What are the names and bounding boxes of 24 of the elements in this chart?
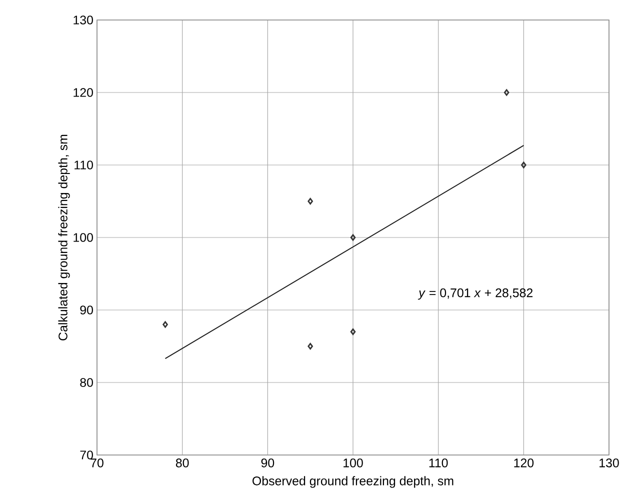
x-tick-label: 100 <box>344 458 363 468</box>
point <box>350 234 356 241</box>
y-tick-label: 100 <box>74 233 93 242</box>
point <box>350 328 356 336</box>
x-tick-label: 80 <box>176 458 189 468</box>
x-tick-label: 120 <box>514 458 534 468</box>
y-tick-label: 120 <box>74 88 93 97</box>
y-axis-title: Calkulated ground freezing depth, sm <box>58 134 70 340</box>
x-tick-label: 110 <box>429 458 448 468</box>
x-tick-label: 70 <box>90 458 104 468</box>
y-tick-label: 80 <box>80 378 93 387</box>
point <box>504 89 510 96</box>
annotation: y = 0,701 x + 28,582 <box>418 288 533 300</box>
y-tick-label: 70 <box>80 450 93 460</box>
point <box>521 162 526 168</box>
y-tick-label: 90 <box>80 306 93 314</box>
point <box>308 342 313 350</box>
point <box>162 321 168 328</box>
x-tick-label: 90 <box>261 458 274 468</box>
y-tick-label: 110 <box>74 160 93 170</box>
point <box>308 198 313 205</box>
x-axis-title: Observed ground freezing depth, sm <box>252 476 454 488</box>
x-tick-label: 130 <box>600 458 619 468</box>
y-tick-label: 130 <box>74 16 93 24</box>
